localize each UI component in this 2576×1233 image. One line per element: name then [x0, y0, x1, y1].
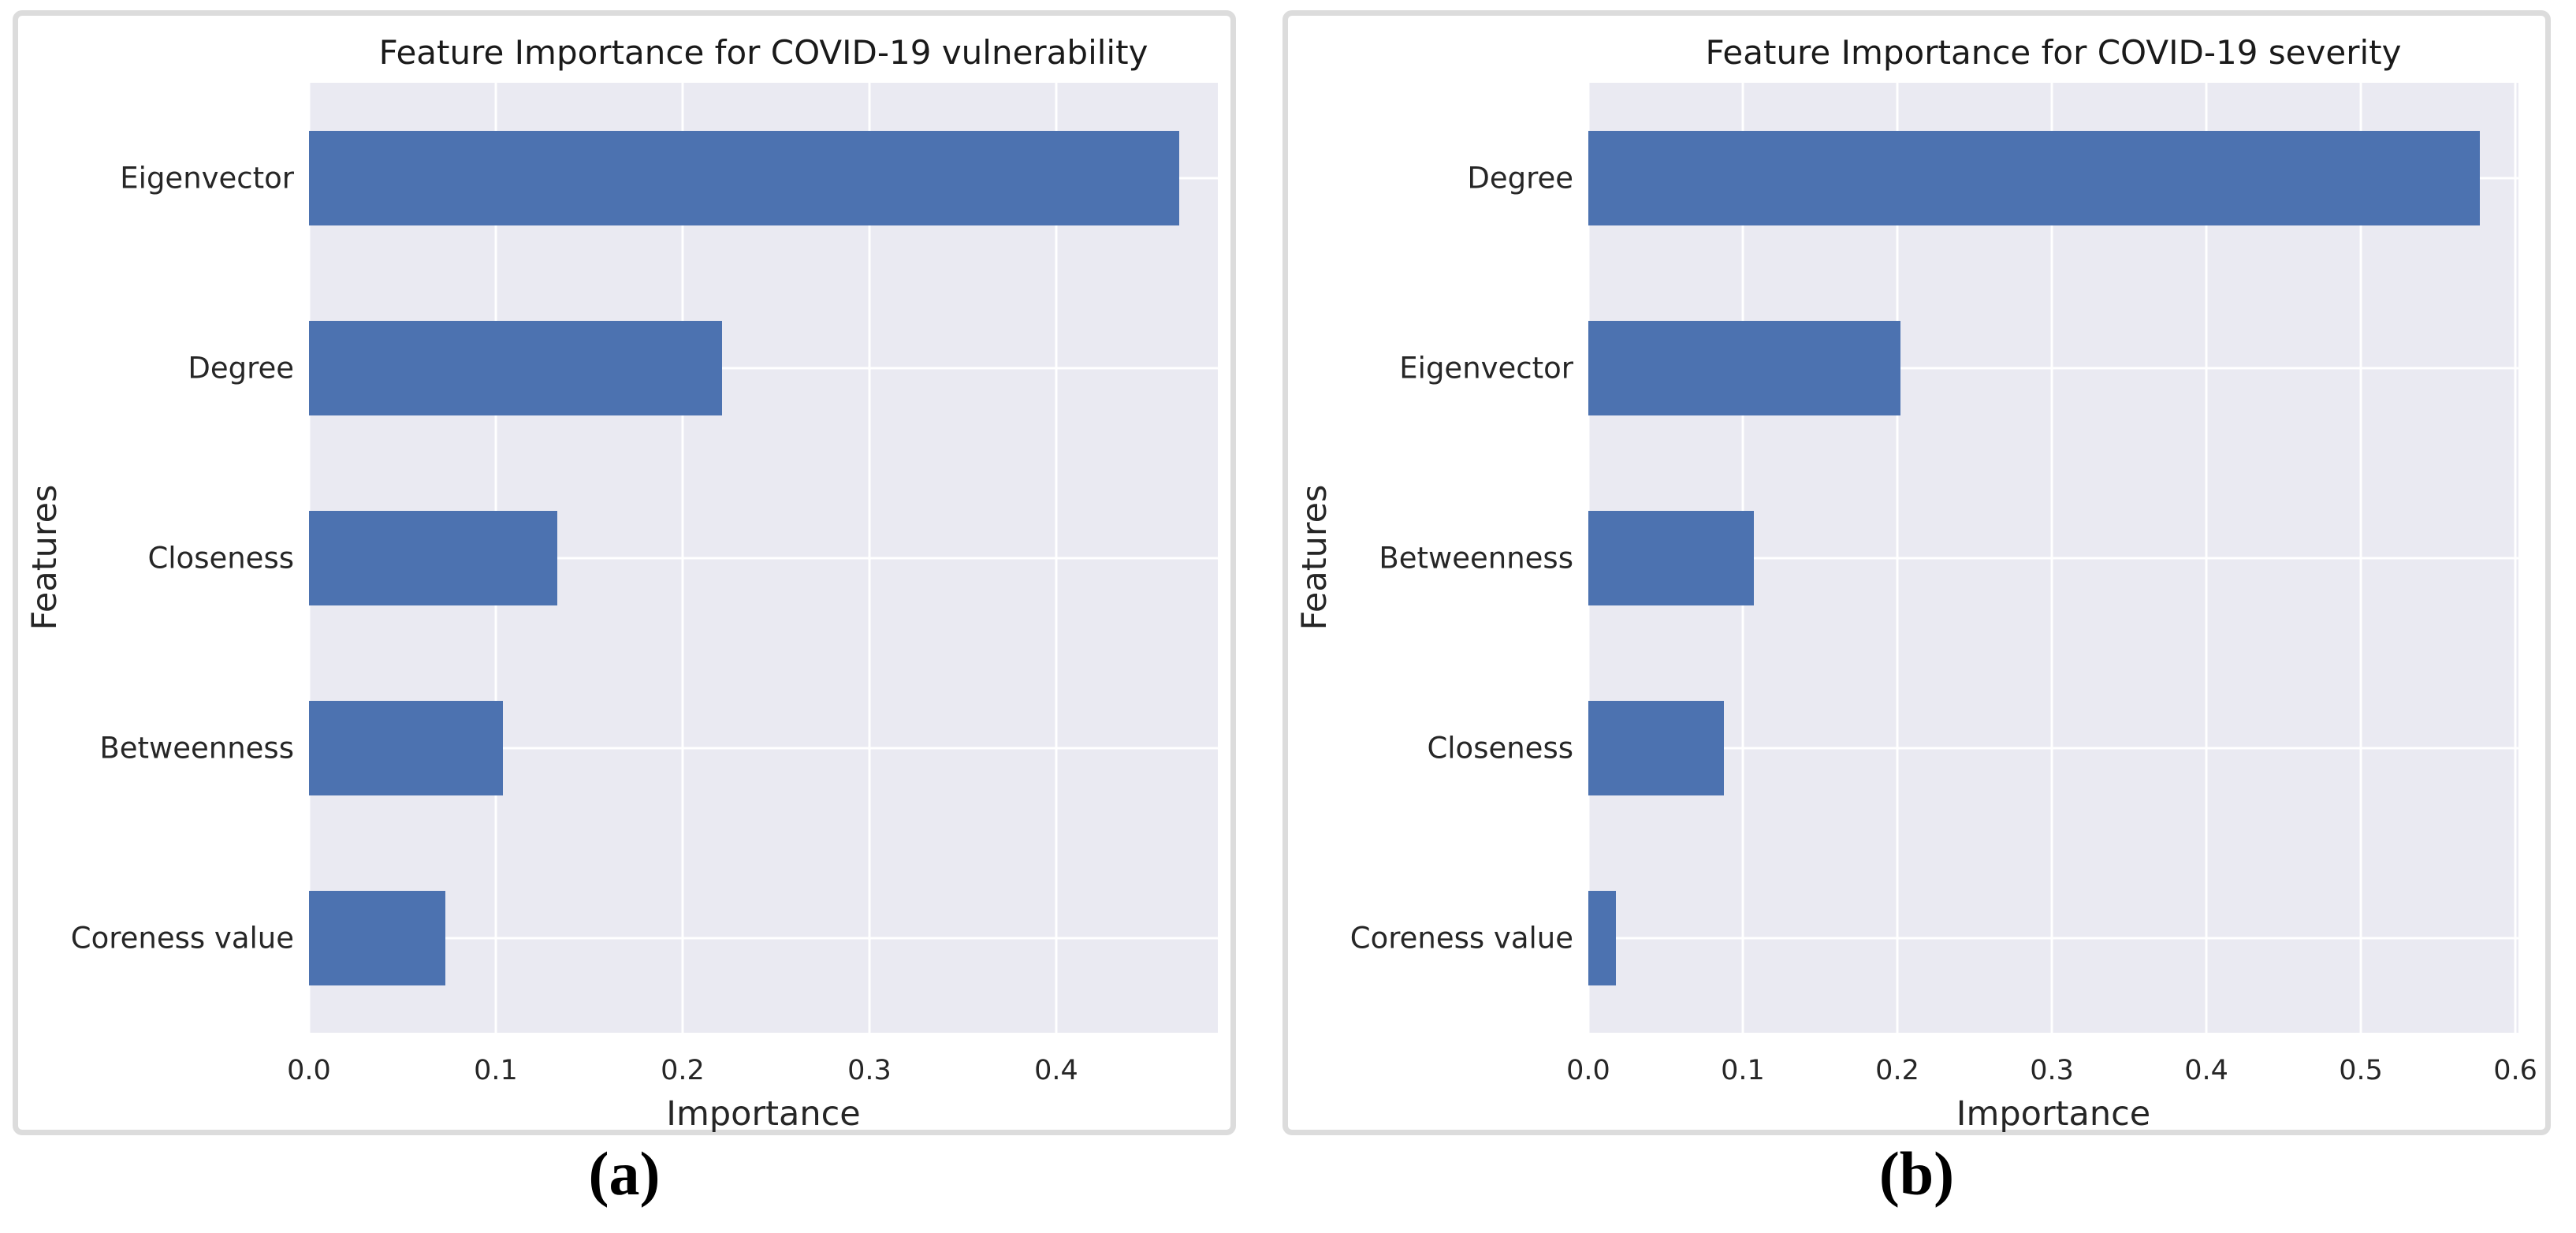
bar-closeness — [1588, 700, 1725, 795]
y-tick-label: Degree — [1467, 161, 1573, 195]
gridline-horizontal — [1588, 367, 2518, 369]
bar-degree — [1588, 130, 2480, 225]
y-tick-label: Coreness value — [1349, 921, 1573, 955]
x-tick-label: 0.1 — [1721, 1055, 1765, 1086]
gridline-horizontal — [1588, 747, 2518, 749]
x-axis-label: Importance — [1956, 1094, 2151, 1134]
plot-area — [309, 83, 1218, 1033]
y-tick-label: Closeness — [1427, 731, 1573, 765]
chart-title: Feature Importance for COVID-19 severity — [1705, 33, 2402, 72]
bar-degree — [309, 320, 722, 415]
x-tick-label: 0.3 — [2030, 1055, 2074, 1086]
subfigure-caption-a: (a) — [588, 1139, 661, 1208]
y-tick-label: Betweenness — [1379, 541, 1573, 575]
bar-coreness-value — [309, 890, 445, 985]
y-tick-label: Degree — [188, 351, 294, 385]
gridline-horizontal — [309, 557, 1218, 559]
bar-eigenvector — [309, 130, 1180, 225]
x-tick-label: 0.4 — [2184, 1055, 2228, 1086]
gridline-horizontal — [309, 747, 1218, 749]
x-tick-label: 0.0 — [287, 1055, 331, 1086]
gridline-horizontal — [309, 367, 1218, 369]
gridline-horizontal — [1588, 937, 2518, 939]
plot-area — [1588, 83, 2518, 1033]
chart-panel-vulnerability: Feature Importance for COVID-19 vulnerab… — [13, 10, 1236, 1135]
x-axis-label: Importance — [666, 1094, 861, 1134]
chart-panel-severity: Feature Importance for COVID-19 severity… — [1282, 10, 2551, 1135]
bar-eigenvector — [1588, 320, 1900, 415]
x-tick-label: 0.0 — [1566, 1055, 1610, 1086]
gridline-horizontal — [1588, 557, 2518, 559]
y-tick-label: Coreness value — [70, 921, 294, 955]
subfigure-caption-b: (b) — [1878, 1139, 1955, 1208]
y-tick-label: Eigenvector — [120, 161, 294, 195]
x-tick-label: 0.2 — [661, 1055, 705, 1086]
x-tick-label: 0.6 — [2493, 1055, 2537, 1086]
bar-betweenness — [1588, 510, 1754, 605]
x-tick-label: 0.3 — [847, 1055, 892, 1086]
x-tick-label: 0.4 — [1034, 1055, 1078, 1086]
chart-title: Feature Importance for COVID-19 vulnerab… — [378, 33, 1148, 72]
y-tick-label: Eigenvector — [1399, 351, 1573, 385]
y-tick-label: Betweenness — [99, 731, 294, 765]
x-tick-label: 0.5 — [2339, 1055, 2383, 1086]
bar-closeness — [309, 510, 558, 605]
bar-betweenness — [309, 700, 504, 795]
y-tick-label: Closeness — [147, 541, 294, 575]
bar-coreness-value — [1588, 890, 1617, 985]
gridline-horizontal — [309, 937, 1218, 939]
x-tick-label: 0.2 — [1875, 1055, 1919, 1086]
x-tick-label: 0.1 — [474, 1055, 518, 1086]
